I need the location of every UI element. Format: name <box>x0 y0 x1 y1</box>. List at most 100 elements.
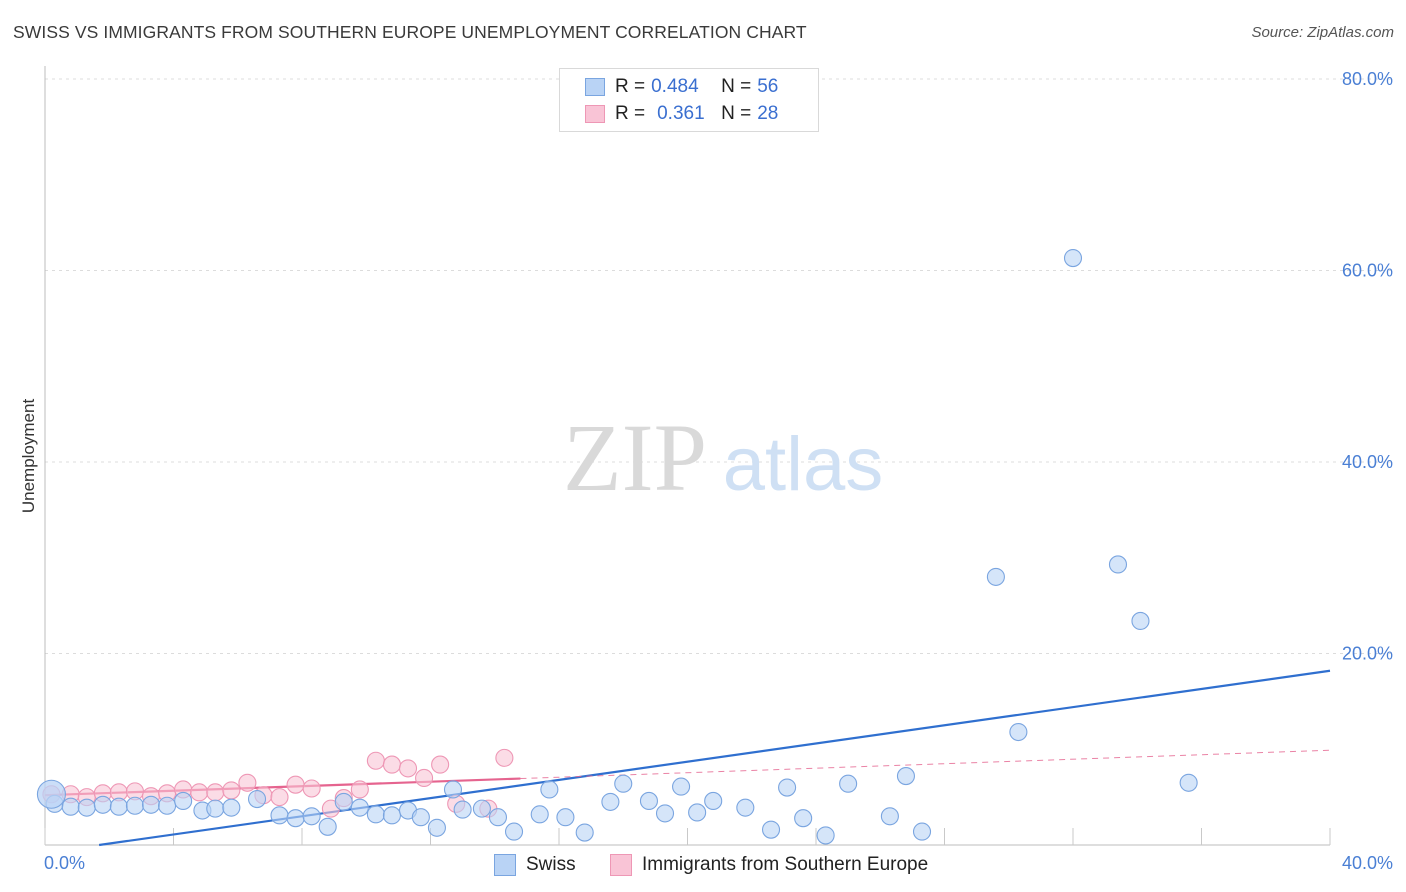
data-point-swiss <box>601 792 620 811</box>
watermark-atlas: atlas <box>723 422 884 507</box>
data-point-swiss <box>382 806 402 825</box>
source-label: Source: ZipAtlas.com <box>1251 24 1394 41</box>
data-point-swiss <box>318 817 337 836</box>
data-point-swiss <box>880 807 899 826</box>
legend: R = 0.484 N = 56 R = 0.361 N = 28 <box>559 68 819 132</box>
data-point-swiss <box>443 780 463 799</box>
data-point-immigrants <box>302 779 321 798</box>
trend-line-extension-immigrants <box>520 749 1331 780</box>
data-point-swiss <box>614 774 633 793</box>
tick-labels: 20.0% 40.0% 60.0% 80.0% 0.0% 40.0% <box>44 69 1393 873</box>
y-tick-label: 60.0% <box>1342 261 1393 281</box>
legend-row-swiss: R = 0.484 N = 56 <box>585 75 779 99</box>
data-point-swiss <box>334 792 353 811</box>
data-point-swiss <box>704 791 723 811</box>
data-point-immigrants <box>286 775 305 794</box>
legend-swatch-immigrants <box>585 105 605 123</box>
data-point-swiss <box>816 826 835 845</box>
data-point-immigrants <box>398 759 418 778</box>
y-tick-label: 80.0% <box>1342 69 1393 89</box>
y-axis-label: Unemployment <box>19 399 38 514</box>
data-point-swiss <box>411 808 430 827</box>
data-point-swiss <box>839 774 858 793</box>
data-point-swiss <box>158 796 177 815</box>
data-point-swiss <box>350 798 369 817</box>
data-point-swiss <box>672 777 691 796</box>
legend-n-label-immigrants: N = <box>721 103 752 124</box>
data-point-immigrants <box>431 755 450 774</box>
data-point-swiss <box>453 800 472 819</box>
legend-r-label-immigrants: R = <box>615 103 646 124</box>
data-point-swiss <box>1009 722 1028 742</box>
watermark: ZIP atlas <box>563 404 883 511</box>
data-point-swiss <box>247 789 267 809</box>
data-point-swiss <box>794 809 813 828</box>
data-point-swiss <box>77 798 96 817</box>
bottom-legend-swatch-immigrants <box>610 854 632 876</box>
data-point-immigrants <box>270 788 289 807</box>
data-point-swiss <box>222 798 241 817</box>
legend-r-value-immigrants: 0.361 <box>657 103 705 124</box>
data-point-swiss <box>1179 773 1198 792</box>
data-point-immigrants <box>222 781 241 800</box>
data-point-immigrants <box>366 751 385 770</box>
data-point-swiss <box>36 779 66 809</box>
legend-r-value-swiss: 0.484 <box>651 76 699 97</box>
legend-n-value-swiss: 56 <box>757 76 779 97</box>
data-point-swiss <box>488 808 508 827</box>
data-point-immigrants <box>350 780 369 799</box>
data-point-swiss <box>302 807 321 826</box>
x-tick-label: 0.0% <box>44 853 85 873</box>
x-tick-label: 40.0% <box>1342 853 1393 873</box>
data-point-swiss <box>206 799 225 818</box>
y-tick-label: 40.0% <box>1342 452 1393 472</box>
data-points <box>36 249 1198 845</box>
data-point-immigrants <box>382 755 402 774</box>
grid-lines <box>45 78 1392 654</box>
data-point-swiss <box>736 798 755 817</box>
legend-r-label-swiss: R = <box>615 76 646 97</box>
legend-swatch-swiss <box>585 78 605 96</box>
data-point-swiss <box>688 803 707 822</box>
data-point-swiss <box>366 805 385 824</box>
data-point-swiss <box>540 780 559 799</box>
data-point-swiss <box>530 805 549 824</box>
bottom-legend-immigrants: Immigrants from Southern Europe <box>610 852 928 878</box>
data-point-immigrants <box>415 768 434 788</box>
data-point-immigrants <box>190 783 209 802</box>
bottom-legend-label-swiss: Swiss <box>526 854 576 875</box>
data-point-swiss <box>639 791 659 811</box>
data-point-swiss <box>1108 555 1128 574</box>
data-point-immigrants <box>495 748 514 767</box>
legend-row-immigrants: R = 0.361 N = 28 <box>585 102 778 126</box>
data-point-swiss <box>1063 249 1083 268</box>
data-point-swiss <box>270 806 289 825</box>
data-point-swiss <box>1131 611 1150 630</box>
bottom-legend-label-immigrants: Immigrants from Southern Europe <box>642 854 929 875</box>
bottom-legend-swiss: Swiss <box>494 852 576 878</box>
bottom-legend-swatch-swiss <box>494 854 516 876</box>
data-point-swiss <box>986 567 1005 586</box>
data-point-swiss <box>427 818 446 837</box>
data-point-swiss <box>472 799 491 818</box>
data-point-swiss <box>93 795 112 814</box>
data-point-swiss <box>286 809 305 828</box>
y-tick-label: 20.0% <box>1342 644 1393 664</box>
data-point-swiss <box>761 820 781 839</box>
watermark-zip: ZIP <box>563 404 707 511</box>
data-point-swiss <box>504 822 524 841</box>
data-point-swiss <box>655 804 675 823</box>
data-point-swiss <box>174 791 193 811</box>
data-point-swiss <box>575 823 594 842</box>
data-point-swiss <box>556 808 575 827</box>
trend-lines <box>44 669 1331 847</box>
data-point-swiss <box>109 797 128 816</box>
chart-title: SWISS VS IMMIGRANTS FROM SOUTHERN EUROPE… <box>13 22 807 42</box>
data-point-swiss <box>912 822 932 841</box>
data-point-swiss <box>61 797 80 816</box>
data-point-swiss <box>141 795 161 814</box>
legend-n-label-swiss: N = <box>721 76 752 97</box>
data-point-immigrants <box>238 773 257 792</box>
data-point-swiss <box>125 796 144 815</box>
